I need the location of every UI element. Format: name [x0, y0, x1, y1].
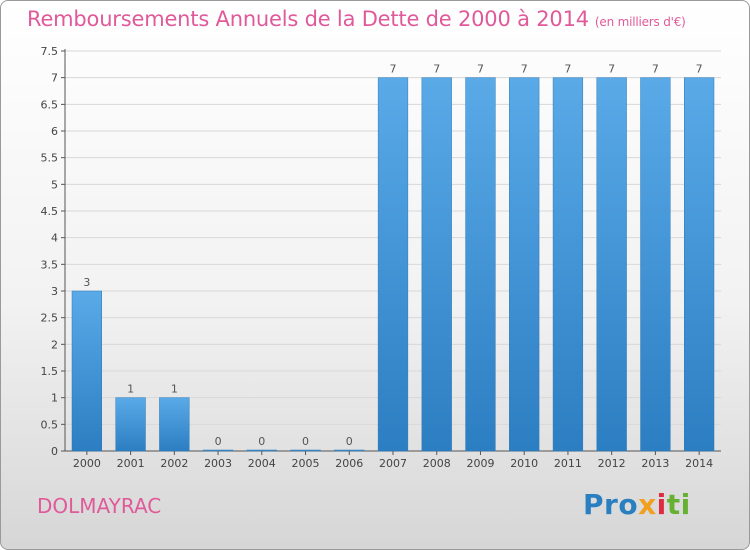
y-tick-label: 3	[51, 285, 58, 298]
y-tick-label: 1.5	[41, 365, 59, 378]
x-tick-label-2001: 2001	[117, 457, 145, 470]
x-tick-label-2010: 2010	[510, 457, 538, 470]
data-label-2004: 0	[258, 435, 265, 448]
y-tick-label: 3.5	[41, 258, 59, 271]
x-tick-label-2013: 2013	[641, 457, 669, 470]
chart-title: Remboursements Annuels de la Dette de 20…	[27, 7, 686, 31]
chart-title-text: Remboursements Annuels de la Dette de 20…	[27, 7, 589, 31]
data-label-2001: 1	[127, 383, 134, 396]
x-tick-label-2002: 2002	[160, 457, 188, 470]
labels: 0 0.5 1 1.5 2 2.5 3 3.5 4 4.5 5 5.5 6 6.5 7 7.5 3 2000 1 20…	[41, 45, 714, 470]
data-label-2006: 0	[346, 435, 353, 448]
y-tick-label: 0.5	[41, 418, 59, 431]
data-label-2011: 7	[564, 63, 571, 76]
y-tick-label: 2	[51, 338, 58, 351]
x-tick-label-2014: 2014	[685, 457, 713, 470]
bar-2005	[290, 449, 321, 452]
data-label-2012: 7	[608, 63, 615, 76]
bars	[71, 77, 715, 452]
y-tick-label: 6.5	[41, 98, 59, 111]
x-tick-label-2000: 2000	[73, 457, 101, 470]
x-tick-label-2007: 2007	[379, 457, 407, 470]
logo-part-1: Pro	[583, 488, 639, 521]
y-tick-label: 7	[51, 72, 58, 85]
bar-2002	[159, 397, 190, 452]
y-tick-label: 6	[51, 125, 58, 138]
logo-part-4: ti	[666, 488, 691, 521]
y-tick-label: 7.5	[41, 45, 59, 58]
x-tick-label-2005: 2005	[292, 457, 320, 470]
data-label-2014: 7	[696, 63, 703, 76]
bar-2006	[334, 449, 365, 452]
bar-2008	[421, 77, 452, 452]
data-label-2000: 3	[83, 276, 90, 289]
x-tick-label-2009: 2009	[466, 457, 494, 470]
data-label-2009: 7	[477, 63, 484, 76]
logo-part-3: i	[656, 488, 667, 521]
bar-2003	[202, 449, 234, 452]
logo-part-2: x	[638, 488, 657, 521]
bar-2013	[640, 77, 671, 452]
y-tick-label: 4.5	[41, 205, 59, 218]
chart-unit: (en milliers d'€)	[594, 15, 686, 29]
y-tick-label: 2.5	[41, 312, 59, 325]
bar-2001	[115, 397, 146, 452]
commune-name: DOLMAYRAC	[37, 494, 162, 518]
bar-2011	[552, 77, 584, 452]
y-tick-label: 5	[51, 178, 58, 191]
data-label-2002: 1	[171, 383, 178, 396]
data-label-2010: 7	[521, 63, 528, 76]
y-tick-label: 4	[51, 232, 58, 245]
data-label-2003: 0	[215, 435, 222, 448]
proxiti-logo: Proxiti	[583, 488, 691, 521]
bar-2000	[71, 290, 102, 452]
data-label-2013: 7	[652, 63, 659, 76]
y-tick-label: 5.5	[41, 152, 59, 165]
x-tick-label-2006: 2006	[335, 457, 363, 470]
bar-2014	[684, 77, 715, 452]
x-tick-label-2003: 2003	[204, 457, 232, 470]
x-tick-label-2012: 2012	[598, 457, 626, 470]
x-tick-label-2011: 2011	[554, 457, 582, 470]
bar-2004	[246, 449, 277, 452]
bar-2012	[596, 77, 627, 452]
x-tick-label-2008: 2008	[423, 457, 451, 470]
bar-2010	[509, 77, 540, 452]
data-label-2008: 7	[433, 63, 440, 76]
y-tick-label: 1	[51, 392, 58, 405]
bar-2009	[465, 77, 496, 452]
bar-2007	[377, 77, 409, 452]
data-label-2005: 0	[302, 435, 309, 448]
x-tick-label-2004: 2004	[248, 457, 276, 470]
y-tick-label: 0	[51, 445, 58, 458]
data-label-2007: 7	[390, 63, 397, 76]
